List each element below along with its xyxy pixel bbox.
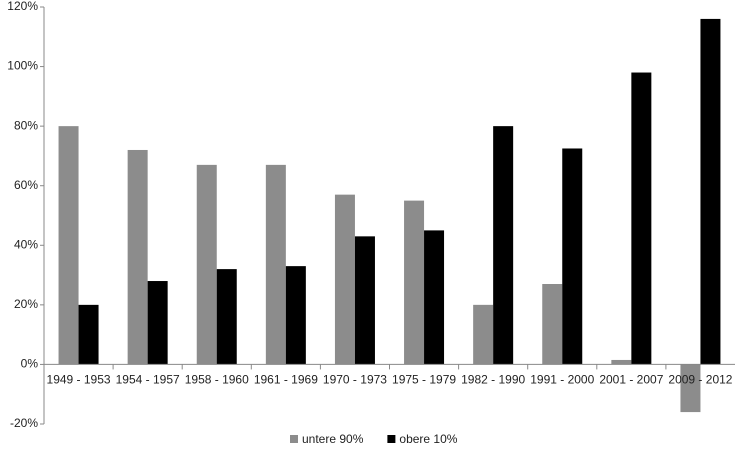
legend-label: obere 10% — [399, 432, 457, 446]
bar — [78, 304, 99, 365]
y-tick-label: 0% — [21, 357, 39, 371]
bar — [265, 164, 286, 365]
bar — [216, 269, 237, 365]
bar — [473, 304, 494, 365]
x-tick-label: 1949 - 1953 — [47, 373, 111, 387]
y-tick-label: 120% — [7, 0, 38, 13]
x-tick-label: 1991 - 2000 — [530, 373, 594, 387]
legend-label: untere 90% — [302, 432, 364, 446]
bar — [680, 364, 701, 413]
bar — [631, 72, 652, 365]
bar — [285, 266, 306, 365]
bar — [424, 230, 445, 365]
bar — [354, 236, 375, 365]
y-tick-label: 60% — [14, 178, 38, 192]
x-tick-label: 1975 - 1979 — [392, 373, 456, 387]
x-tick-label: 1954 - 1957 — [116, 373, 180, 387]
bar — [58, 126, 79, 365]
bar — [147, 281, 168, 365]
bar — [404, 200, 425, 365]
legend-swatch — [290, 435, 298, 443]
x-tick-label: 1958 - 1960 — [185, 373, 249, 387]
bar — [562, 148, 583, 365]
y-tick-label: 100% — [7, 59, 38, 73]
x-tick-label: 2001 - 2007 — [599, 373, 663, 387]
bar — [196, 164, 217, 365]
y-tick-label: 80% — [14, 118, 38, 132]
bar — [493, 126, 514, 365]
x-tick-label: 2009 - 2012 — [668, 373, 732, 387]
y-tick-label: 40% — [14, 237, 38, 251]
bar — [334, 194, 355, 365]
legend-swatch — [387, 435, 396, 443]
bar — [611, 359, 632, 365]
bar — [127, 149, 148, 365]
bar — [542, 284, 563, 365]
x-tick-label: 1961 - 1969 — [254, 373, 318, 387]
y-tick-label: 20% — [14, 297, 38, 311]
y-tick-label: -20% — [10, 416, 38, 430]
x-tick-label: 1982 - 1990 — [461, 373, 525, 387]
x-tick-label: 1970 - 1973 — [323, 373, 387, 387]
bar — [700, 18, 721, 365]
